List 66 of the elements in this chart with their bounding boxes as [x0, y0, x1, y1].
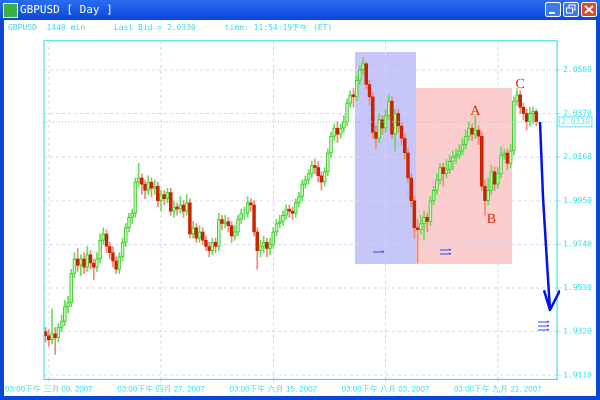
x-tick-label: 03:00下午 三月 09, 2007: [5, 384, 94, 394]
y-tick-label: 2.0370: [563, 108, 592, 118]
x-tick-label: 03:00下午 八月 03, 2007: [342, 384, 430, 394]
candlestick: [182, 200, 186, 218]
candlestick: [470, 124, 474, 141]
candlestick: [246, 196, 250, 218]
candlestick: [172, 200, 176, 218]
y-tick-label: 1.9950: [563, 196, 592, 205]
candlestick: [444, 158, 448, 178]
candlestick: [46, 329, 51, 346]
candlestick: [223, 214, 228, 228]
annotation: B: [486, 212, 496, 228]
candlestick: [528, 106, 532, 126]
candlestick: [198, 225, 202, 243]
candlestick: [492, 167, 496, 191]
candlestick: [162, 190, 166, 206]
candlestick: [168, 188, 172, 216]
y-tick-label: 2.0580: [563, 64, 592, 74]
chart-title: GBPUSD [ Day ]: [20, 3, 113, 16]
candlestick: [262, 236, 266, 254]
candlestick: [425, 212, 430, 232]
y-tick-label: 1.9740: [563, 239, 592, 248]
candlestick: [216, 212, 221, 251]
candlestick: [287, 204, 292, 218]
candlestick: [150, 178, 154, 197]
candlestick: [531, 106, 535, 124]
candlestick: [166, 188, 170, 204]
candlestick: [175, 202, 179, 216]
x-tick-label: 03:00下午 四月 27, 2007: [117, 384, 206, 394]
candlestick: [210, 238, 214, 256]
candlestick: [191, 221, 195, 238]
candlestick: [178, 196, 182, 214]
x-tick-label: 03:00下午 六月 15, 2007: [229, 384, 318, 394]
candlestick: [258, 240, 262, 258]
candlestick: [380, 115, 384, 135]
candlestick: [534, 109, 538, 126]
candlestick: [159, 190, 163, 212]
annotation: C: [516, 77, 525, 92]
candlestick: [76, 248, 80, 272]
candlestick: [390, 96, 394, 139]
candlestick: [50, 308, 54, 344]
candlestick: [422, 210, 426, 241]
candlestick: [506, 148, 510, 170]
candlestick: [146, 175, 150, 195]
candlestick: [79, 254, 83, 276]
candlestick: [377, 113, 381, 143]
candlestick: [214, 238, 218, 254]
candlestick: [184, 194, 189, 216]
y-tick-label: 1.9320: [563, 326, 592, 336]
candlestick: [448, 154, 452, 174]
candlestick: [194, 223, 198, 243]
y-tick-label: 2.0160: [563, 152, 592, 162]
x-tick-label: 03:00下午 九月 21, 2007: [454, 384, 542, 394]
candlestick: [230, 221, 234, 243]
candlestick: [82, 252, 86, 274]
y-tick-label: 1.9530: [563, 283, 592, 292]
candlestick: [441, 163, 446, 187]
candlestick: [336, 121, 340, 143]
candlestick: [220, 214, 224, 230]
candlestick: [188, 198, 192, 238]
annotation: A: [470, 104, 482, 120]
candlestick: [265, 238, 269, 258]
ref-line-label: 2.0330: [561, 116, 590, 126]
candlestick: [140, 173, 144, 195]
y-tick-label: 1.9110: [563, 370, 592, 380]
chart-subtitle: GBPUSD 1440 min Last Bid = 2.0330 time: 11:54:19下午 (ET): [8, 22, 332, 33]
